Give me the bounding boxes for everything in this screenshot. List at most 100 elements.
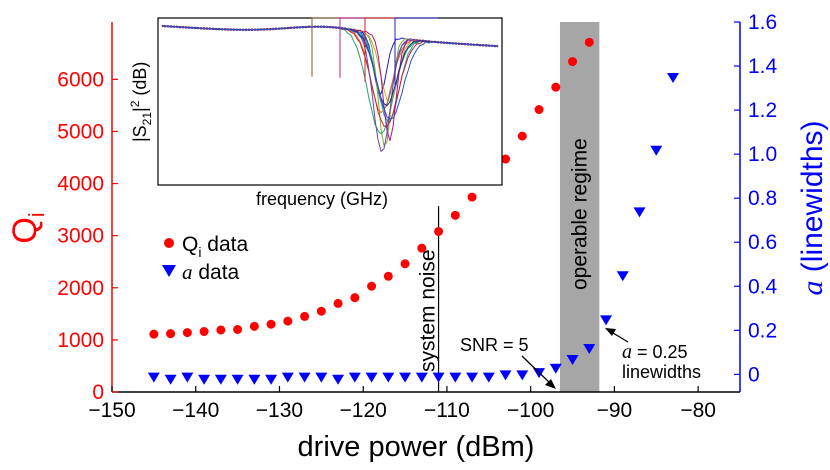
a-point: [549, 363, 562, 374]
left-y-tick-label: 4000: [57, 173, 104, 196]
qi-point: [182, 328, 192, 338]
inset-x-label: frequency (GHz): [256, 189, 388, 209]
operable-regime-label: operable regime: [569, 138, 592, 290]
a-arrowhead: [605, 328, 616, 336]
a-point: [499, 370, 512, 381]
a-point: [281, 372, 294, 383]
left-y-tick-label: 2000: [57, 277, 104, 300]
qi-point: [333, 298, 343, 308]
a-point: [667, 73, 680, 84]
snr-arrowhead: [545, 379, 556, 389]
qi-point: [551, 82, 561, 92]
annotations: SNR = 5 a = 0.25 linewidths: [460, 328, 701, 389]
a-annotation-line2: linewidths: [622, 362, 701, 382]
left-y-tick-label: 5000: [57, 120, 104, 143]
a-point: [516, 370, 529, 381]
qi-point: [266, 319, 276, 329]
a-point: [399, 372, 412, 383]
a-annotation-value: = 0.25: [632, 342, 688, 362]
x-tick-label: −120: [340, 399, 387, 422]
a-point: [616, 271, 629, 282]
inset-curves: [161, 17, 499, 153]
legend-qi-main: Q: [182, 233, 198, 256]
axes: [111, 21, 741, 393]
a-point: [466, 372, 479, 383]
a-point: [181, 372, 194, 383]
inset-y-label-sup: 2: [128, 100, 142, 107]
qi-point: [400, 259, 410, 269]
right-y-tick-label: 0.2: [748, 319, 777, 342]
right-y-axis-label-italic: a: [796, 281, 829, 296]
a-point: [231, 374, 244, 385]
x-tick-label: −80: [680, 399, 716, 422]
a-point: [332, 374, 345, 385]
a-point: [248, 374, 261, 385]
x-tick-label: −90: [597, 399, 633, 422]
a-point: [164, 374, 177, 385]
a-point: [382, 372, 395, 383]
left-y-tick-label: 1000: [57, 329, 104, 352]
right-y-tick-label: 1.6: [748, 11, 777, 34]
qi-point: [534, 105, 544, 115]
right-y-tick-label: 0: [748, 363, 760, 386]
a-point: [147, 372, 160, 383]
x-tick-label: −150: [88, 399, 135, 422]
qi-point: [166, 329, 176, 339]
qi-point: [367, 281, 377, 291]
left-y-axis-label: Qi: [6, 212, 49, 243]
x-tick-label: −140: [172, 399, 219, 422]
qi-point: [233, 324, 243, 334]
a-point: [365, 372, 378, 383]
legend-a-italic: a: [182, 260, 193, 284]
a-annotation-italic: a: [622, 341, 632, 363]
qi-point: [199, 327, 209, 337]
a-point: [650, 145, 663, 156]
qi-point: [584, 37, 594, 47]
right-y-tick-label: 1.0: [748, 143, 777, 166]
a-point: [633, 207, 646, 218]
qi-point: [450, 210, 460, 220]
qi-point: [517, 131, 527, 141]
legend-marker-a: [162, 265, 176, 277]
system-noise-label: system noise: [417, 249, 440, 372]
qi-point: [467, 192, 477, 202]
snr-annotation: SNR = 5: [460, 335, 529, 355]
left-y-axis-label-main: Q: [6, 217, 44, 243]
a-point: [298, 372, 311, 383]
left-y-axis-label-sub: i: [24, 212, 49, 217]
qi-point: [501, 154, 511, 164]
qi-point: [216, 325, 226, 335]
qi-point: [417, 243, 427, 253]
inset-y-label: |S21|2 (dB): [128, 62, 154, 142]
a-point: [315, 372, 328, 383]
qi-point: [316, 306, 326, 316]
a-point: [415, 372, 428, 383]
a-point: [265, 374, 278, 385]
inset-y-label-unit: (dB): [130, 62, 150, 101]
qi-point: [300, 311, 310, 321]
legend-label-qi: Qi data: [182, 233, 248, 260]
right-y-tick-label: 0.8: [748, 187, 777, 210]
right-y-axis-label: a (linewidths): [796, 120, 829, 295]
a-point: [214, 374, 227, 385]
legend: Qi data a data: [162, 233, 248, 284]
a-point: [348, 372, 361, 383]
right-y-tick-label: 0.4: [748, 275, 778, 298]
inset-y-label-post: |: [130, 107, 150, 112]
operable-regime-region: [559, 22, 600, 392]
inset-plot: frequency (GHz) |S21|2 (dB): [128, 17, 503, 209]
legend-label-a: a data: [182, 260, 240, 284]
tick-labels: −150 −140 −130 −120 −110 −100 −90 −80 0 1000 2000 3…: [57, 11, 777, 422]
a-point: [432, 372, 445, 383]
right-y-tick-label: 1.4: [748, 55, 778, 78]
right-y-tick-label: 0.6: [748, 231, 777, 254]
x-axis-label: drive power (dBm): [298, 431, 535, 463]
left-y-tick-label: 6000: [57, 68, 104, 91]
left-y-tick-label: 3000: [57, 225, 104, 248]
legend-qi-sub: i: [198, 244, 201, 260]
qi-point: [350, 293, 360, 303]
snr-arrow-line: [521, 355, 554, 387]
legend-a-rest: data: [193, 261, 240, 284]
x-tick-label: −100: [507, 399, 554, 422]
